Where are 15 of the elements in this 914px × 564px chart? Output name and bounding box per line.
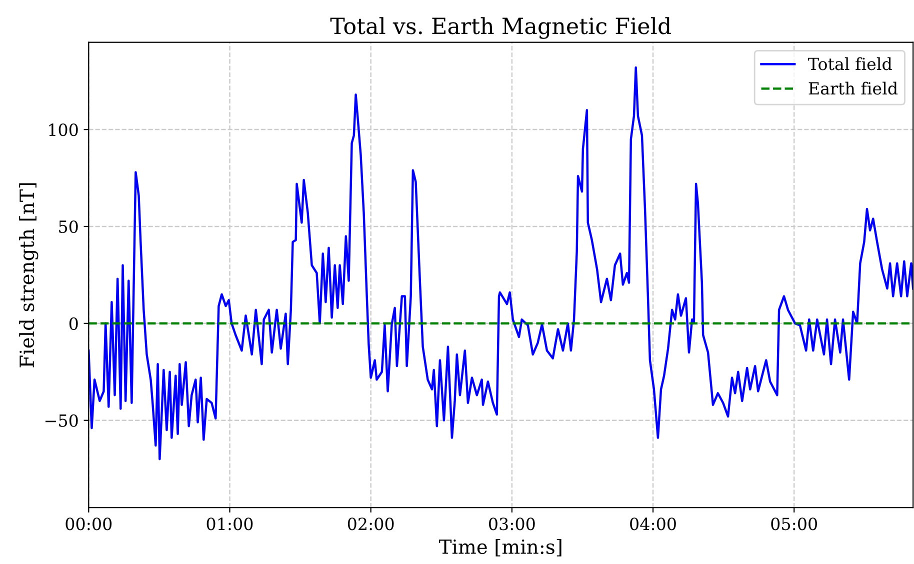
legend-label: Earth field bbox=[808, 82, 898, 95]
y-tick-label: 100 bbox=[49, 124, 78, 136]
x-tick-label: 05:00 bbox=[771, 518, 818, 530]
legend-label: Total field bbox=[808, 57, 892, 70]
y-axis-title: Field strength [nT] bbox=[19, 183, 38, 368]
x-tick-label: 03:00 bbox=[489, 518, 535, 530]
x-tick-label: 01:00 bbox=[206, 518, 253, 530]
x-axis-title: Time [min:s] bbox=[438, 539, 562, 556]
x-tick-label: 04:00 bbox=[630, 518, 676, 530]
y-tick-label: 50 bbox=[59, 220, 78, 234]
x-tick-label: 02:00 bbox=[348, 518, 394, 530]
chart-title: Total vs. Earth Magnetic Field bbox=[330, 17, 671, 39]
y-tick-label: −50 bbox=[46, 414, 78, 427]
x-tick-label: 00:00 bbox=[66, 518, 112, 530]
y-tick-label: 0 bbox=[69, 317, 78, 330]
